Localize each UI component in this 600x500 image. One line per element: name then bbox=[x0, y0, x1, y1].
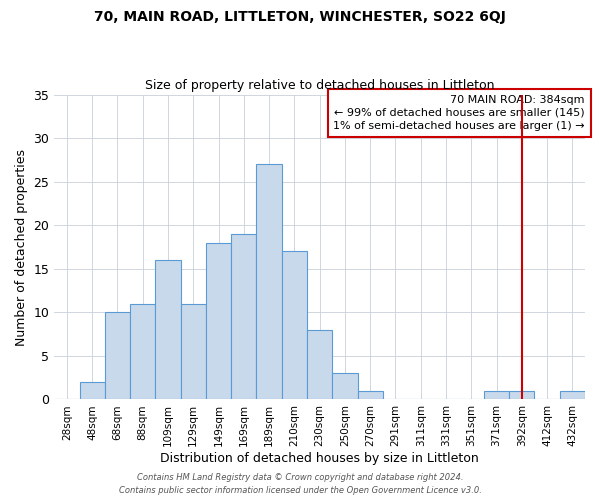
Bar bbox=[206, 242, 231, 400]
Bar bbox=[256, 164, 282, 400]
X-axis label: Distribution of detached houses by size in Littleton: Distribution of detached houses by size … bbox=[160, 452, 479, 465]
Bar bbox=[231, 234, 256, 400]
Text: 70, MAIN ROAD, LITTLETON, WINCHESTER, SO22 6QJ: 70, MAIN ROAD, LITTLETON, WINCHESTER, SO… bbox=[94, 10, 506, 24]
Bar bbox=[484, 390, 509, 400]
Y-axis label: Number of detached properties: Number of detached properties bbox=[15, 148, 28, 346]
Bar bbox=[130, 304, 155, 400]
Bar bbox=[155, 260, 181, 400]
Bar bbox=[560, 390, 585, 400]
Bar bbox=[332, 374, 358, 400]
Bar bbox=[358, 390, 383, 400]
Bar bbox=[80, 382, 105, 400]
Text: Contains HM Land Registry data © Crown copyright and database right 2024.
Contai: Contains HM Land Registry data © Crown c… bbox=[119, 474, 481, 495]
Bar bbox=[307, 330, 332, 400]
Bar bbox=[105, 312, 130, 400]
Bar bbox=[282, 252, 307, 400]
Bar bbox=[509, 390, 535, 400]
Title: Size of property relative to detached houses in Littleton: Size of property relative to detached ho… bbox=[145, 79, 494, 92]
Text: 70 MAIN ROAD: 384sqm
← 99% of detached houses are smaller (145)
1% of semi-detac: 70 MAIN ROAD: 384sqm ← 99% of detached h… bbox=[334, 94, 585, 131]
Bar bbox=[181, 304, 206, 400]
